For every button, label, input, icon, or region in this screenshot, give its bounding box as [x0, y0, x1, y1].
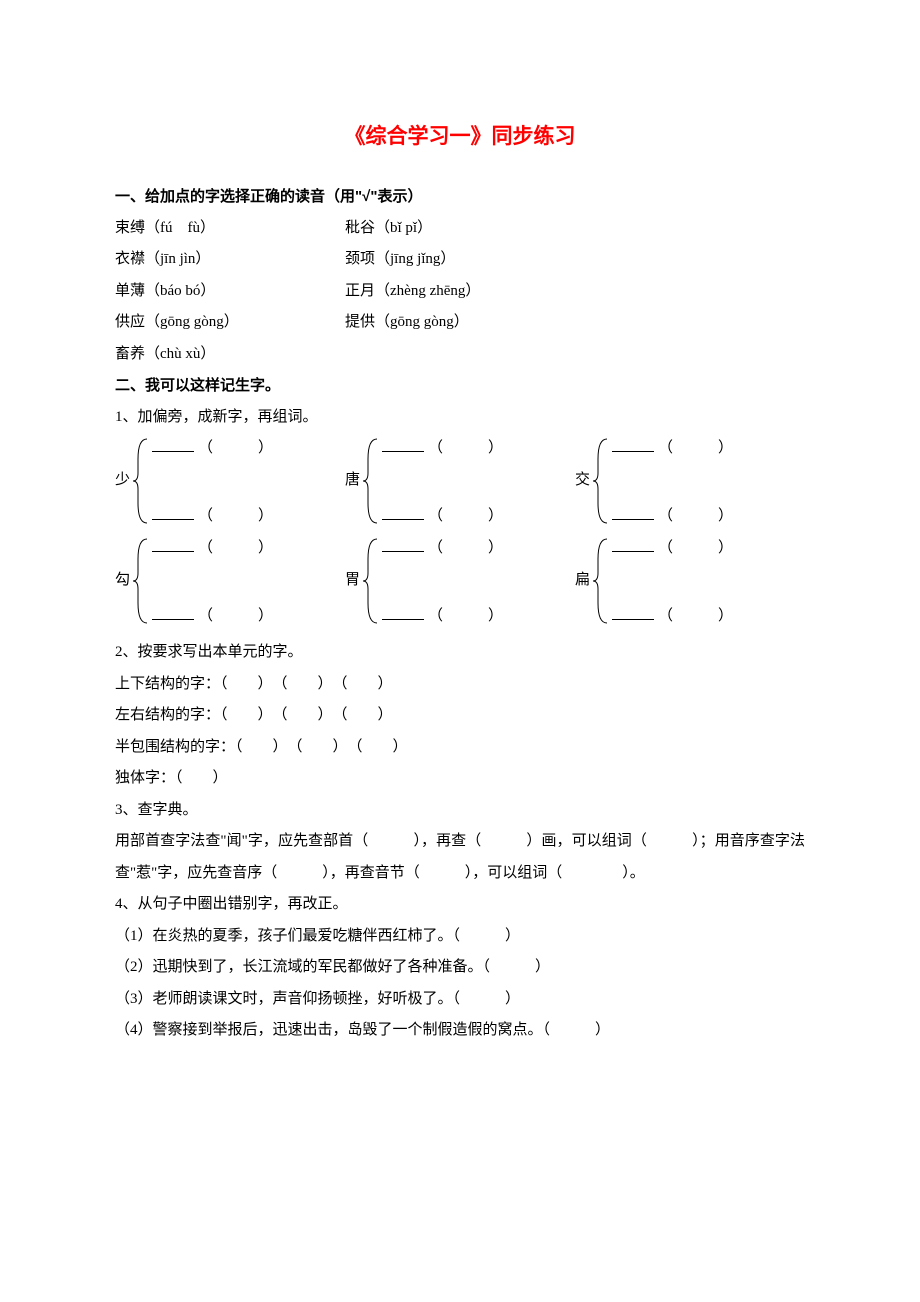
q4-label: 4、从句子中圈出错别字，再改正。 — [115, 889, 805, 921]
pinyin-row: 供应（gōng gòng） 提供（gōng gòng） — [115, 307, 805, 339]
brace-group: 胃 （ ） （ ） — [345, 537, 575, 625]
brace-lines: （ ） （ ） — [610, 537, 733, 625]
brace-group: 唐 （ ） （ ） — [345, 437, 575, 525]
q4-line: （1）在炎热的夏季，孩子们最爱吃糖伴西红柿了。（ ） — [115, 921, 805, 953]
pinyin-cell: 颈项（jīng jǐng） — [345, 244, 805, 276]
pinyin-cell: 供应（gōng gòng） — [115, 307, 345, 339]
q4-line: （2）迅期快到了，长江流域的军民都做好了各种准备。（ ） — [115, 952, 805, 984]
paren-blank: （ ） — [198, 540, 273, 556]
q2-label: 2、按要求写出本单元的字。 — [115, 637, 805, 669]
paren-blank: （ ） — [658, 540, 733, 556]
blank-item: （ ） — [612, 605, 733, 625]
left-brace-icon — [362, 537, 380, 625]
pinyin-row: 畜养（chù xù） — [115, 339, 805, 371]
pinyin-row: 束缚（fú fù） 秕谷（bǐ pǐ） — [115, 213, 805, 245]
brace-lines: （ ） （ ） — [610, 437, 733, 525]
blank-item: （ ） — [612, 537, 733, 557]
brace-lines: （ ） （ ） — [380, 437, 503, 525]
pinyin-cell: 束缚（fú fù） — [115, 213, 345, 245]
paren-blank: （ ） — [428, 508, 503, 524]
pinyin-row: 单薄（báo bó） 正月（zhèng zhēng） — [115, 276, 805, 308]
doc-title: 《综合学习一》同步练习 — [115, 115, 805, 159]
pinyin-cell: 畜养（chù xù） — [115, 339, 345, 371]
brace-char: 扁 — [575, 565, 592, 597]
brace-lines: （ ） （ ） — [150, 537, 273, 625]
paren-blank: （ ） — [198, 608, 273, 624]
q2-line: 独体字：（ ） — [115, 763, 805, 795]
left-brace-icon — [132, 437, 150, 525]
brace-lines: （ ） （ ） — [150, 437, 273, 525]
paren-blank: （ ） — [428, 440, 503, 456]
brace-group: 扁 （ ） （ ） — [575, 537, 805, 625]
blank-item: （ ） — [152, 505, 273, 525]
brace-row-1: 少 （ ） （ ） 唐 （ ） （ ） 交 （ ） （ ） — [115, 437, 805, 525]
section1-head: 一、给加点的字选择正确的读音（用"√"表示） — [115, 181, 805, 213]
brace-char: 勾 — [115, 565, 132, 597]
paren-blank: （ ） — [658, 508, 733, 524]
blank-item: （ ） — [152, 437, 273, 457]
brace-char: 少 — [115, 465, 132, 497]
paren-blank: （ ） — [428, 608, 503, 624]
left-brace-icon — [362, 437, 380, 525]
paren-blank: （ ） — [428, 540, 503, 556]
paren-blank: （ ） — [198, 440, 273, 456]
q4-line: （3）老师朗读课文时，声音仰扬顿挫，好听极了。（ ） — [115, 984, 805, 1016]
blank-item: （ ） — [152, 605, 273, 625]
pinyin-cell: 秕谷（bǐ pǐ） — [345, 213, 805, 245]
q2-line: 半包围结构的字：（ ） （ ） （ ） — [115, 732, 805, 764]
brace-char: 唐 — [345, 465, 362, 497]
pinyin-cell: 单薄（báo bó） — [115, 276, 345, 308]
brace-char: 交 — [575, 465, 592, 497]
pinyin-row: 衣襟（jīn jìn） 颈项（jīng jǐng） — [115, 244, 805, 276]
blank-item: （ ） — [152, 537, 273, 557]
pinyin-cell: 提供（gōng gòng） — [345, 307, 805, 339]
blank-item: （ ） — [612, 505, 733, 525]
left-brace-icon — [592, 537, 610, 625]
q2-line: 上下结构的字：（ ） （ ） （ ） — [115, 669, 805, 701]
left-brace-icon — [592, 437, 610, 525]
blank-item: （ ） — [382, 605, 503, 625]
left-brace-icon — [132, 537, 150, 625]
section2-head: 二、我可以这样记生字。 — [115, 370, 805, 402]
blank-item: （ ） — [382, 437, 503, 457]
blank-item: （ ） — [612, 437, 733, 457]
brace-group: 交 （ ） （ ） — [575, 437, 805, 525]
brace-group: 勾 （ ） （ ） — [115, 537, 345, 625]
blank-item: （ ） — [382, 537, 503, 557]
q1-label: 1、加偏旁，成新字，再组词。 — [115, 402, 805, 434]
pinyin-cell: 正月（zhèng zhēng） — [345, 276, 805, 308]
brace-row-2: 勾 （ ） （ ） 胃 （ ） （ ） 扁 （ ） （ ） — [115, 537, 805, 625]
brace-lines: （ ） （ ） — [380, 537, 503, 625]
pinyin-cell — [345, 339, 805, 371]
q3-label: 3、查字典。 — [115, 795, 805, 827]
paren-blank: （ ） — [658, 608, 733, 624]
q3-text: 用部首查字法查"闻"字，应先查部首（ ），再查（ ）画，可以组词（ ）；用音序查… — [115, 826, 805, 889]
brace-group: 少 （ ） （ ） — [115, 437, 345, 525]
paren-blank: （ ） — [658, 440, 733, 456]
pinyin-cell: 衣襟（jīn jìn） — [115, 244, 345, 276]
q2-line: 左右结构的字：（ ） （ ） （ ） — [115, 700, 805, 732]
brace-char: 胃 — [345, 565, 362, 597]
paren-blank: （ ） — [198, 508, 273, 524]
blank-item: （ ） — [382, 505, 503, 525]
page-root: 《综合学习一》同步练习 一、给加点的字选择正确的读音（用"√"表示） 束缚（fú… — [0, 0, 920, 1107]
q4-line: （4）警察接到举报后，迅速出击，岛毁了一个制假造假的窝点。（ ） — [115, 1015, 805, 1047]
